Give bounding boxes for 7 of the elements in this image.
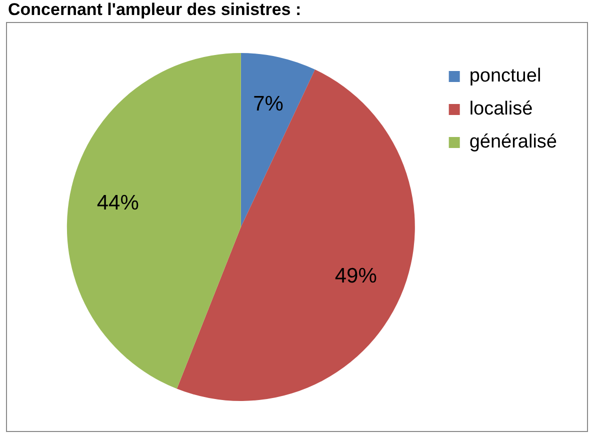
legend-label: ponctuel	[469, 66, 542, 87]
chart-title: Concernant l'ampleur des sinistres :	[8, 0, 302, 20]
legend-label: généralisé	[469, 132, 557, 153]
data-label: 49%	[334, 264, 377, 288]
data-label: 7%	[253, 92, 284, 116]
data-label: 44%	[96, 191, 139, 214]
legend-label: localisé	[469, 98, 533, 120]
